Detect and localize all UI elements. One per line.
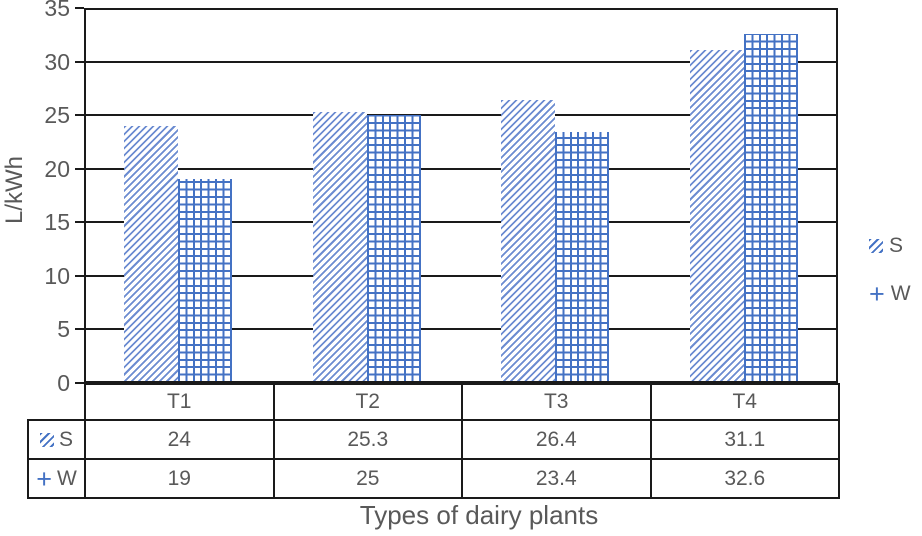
table-value-w-t4: 32.6 (649, 458, 840, 499)
legend-item-s: S (869, 231, 911, 261)
gridline-25 (84, 114, 838, 117)
y-tick-mark (75, 328, 84, 331)
y-tick-mark (75, 7, 84, 9)
y-tick-mark (75, 274, 84, 277)
table-value-w-t2: 25 (272, 458, 463, 499)
plus-marker-icon: + (36, 463, 52, 494)
row-label-w: + W (27, 458, 86, 499)
y-tick-label: 30 (44, 48, 70, 75)
table-value-s-t4: 31.1 (649, 419, 840, 460)
y-tick-label: 25 (44, 102, 70, 129)
bar-w-t4 (743, 33, 798, 383)
gridline-20 (84, 167, 838, 170)
data-table: T1 T2 T3 T4 S 24 25.3 26.4 31.1 + W 19 25 23.4 32.6 (27, 383, 840, 499)
y-tick-mark (75, 60, 84, 63)
bar-s-t1 (124, 125, 179, 383)
y-tick-label: 0 (57, 370, 70, 396)
bar-s-t2 (312, 111, 367, 383)
plus-marker-icon: + (869, 279, 885, 309)
gridline-15 (84, 221, 838, 224)
y-tick-mark (75, 382, 84, 384)
bar-s-t3 (501, 100, 556, 383)
bar-w-t1 (178, 179, 233, 383)
gridline-30 (84, 60, 838, 63)
legend-item-w: + W (869, 279, 911, 309)
y-tick-mark (75, 114, 84, 117)
y-tick-mark (75, 167, 84, 170)
table-value-w-t1: 19 (84, 458, 275, 499)
table-value-s-t2: 25.3 (272, 419, 463, 460)
row-label-s: S (27, 419, 86, 460)
y-axis-title: L/kWh (1, 156, 28, 225)
legend-label-s: S (889, 234, 904, 257)
x-axis-title: Types of dairy plants (359, 500, 599, 530)
y-tick-label: 20 (44, 155, 70, 182)
bar-w-t3 (555, 132, 610, 383)
legend: S + W (869, 231, 911, 309)
table-header-t1: T1 (84, 383, 275, 421)
row-label-text: W (56, 466, 77, 490)
bar-s-t4 (689, 49, 744, 383)
gridline-10 (84, 274, 838, 277)
diagonal-hatch-swatch-icon (869, 239, 883, 253)
gridline-5 (84, 328, 838, 331)
plot-area (84, 8, 838, 383)
row-label-text: S (58, 427, 73, 451)
table-header-t4: T4 (649, 383, 840, 421)
table-row-s: S 24 25.3 26.4 31.1 (27, 419, 840, 460)
y-tick-mark (75, 221, 84, 224)
y-tick-label: 15 (44, 209, 70, 236)
table-value-w-t3: 23.4 (461, 458, 652, 499)
table-header-t3: T3 (461, 383, 652, 421)
bar-w-t2 (366, 115, 421, 383)
table-value-s-t1: 24 (84, 419, 275, 460)
y-tick-label: 5 (57, 316, 70, 343)
y-tick-label: 10 (44, 262, 70, 289)
y-tick-label: 35 (44, 0, 70, 21)
table-value-s-t3: 26.4 (461, 419, 652, 460)
diagonal-hatch-swatch-icon (39, 432, 54, 447)
table-row-w: + W 19 25 23.4 32.6 (27, 458, 840, 499)
table-header-t2: T2 (272, 383, 463, 421)
legend-label-w: W (890, 282, 911, 305)
